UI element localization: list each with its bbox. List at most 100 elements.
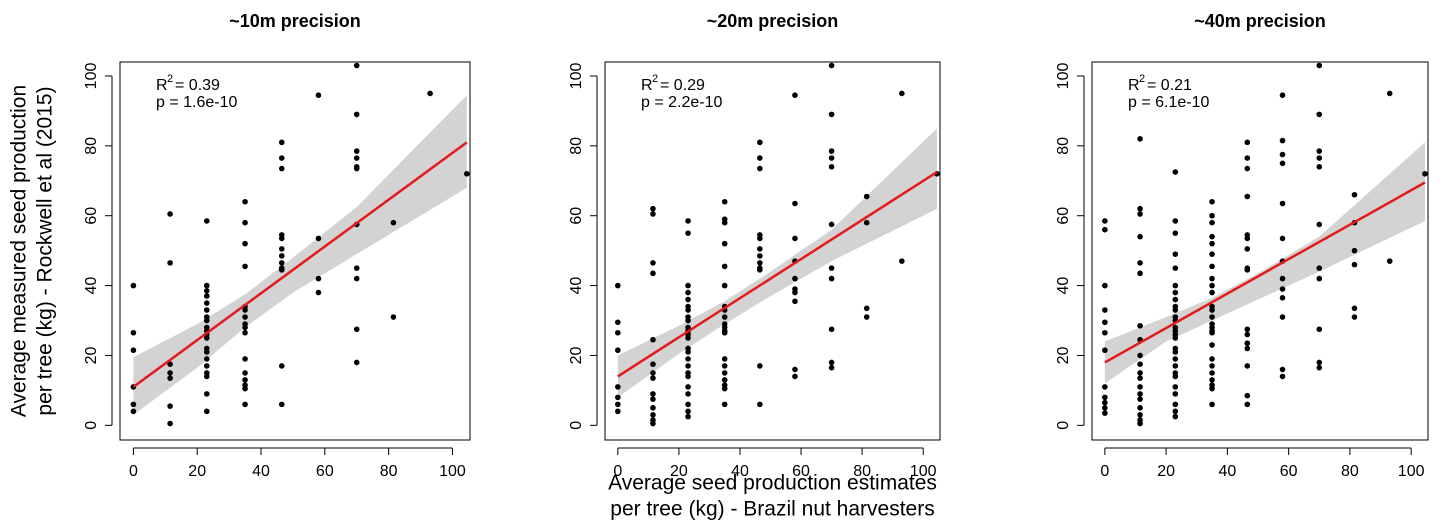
- point: [130, 408, 137, 415]
- point: [1172, 349, 1179, 355]
- p-value: p = 6.1e-10: [1128, 94, 1210, 111]
- point: [1279, 200, 1286, 207]
- point: [1209, 377, 1215, 383]
- point: [242, 219, 248, 226]
- point: [828, 164, 835, 170]
- point: [685, 282, 691, 289]
- point: [1316, 111, 1323, 118]
- point: [792, 92, 798, 98]
- plot-box: [604, 61, 941, 441]
- point: [167, 375, 173, 381]
- point: [1279, 314, 1286, 320]
- point: [203, 288, 210, 294]
- point: [1209, 363, 1215, 369]
- r2-value: = 0.29: [660, 77, 705, 94]
- y-axis-label: per tree (kg) - Rockwell et al (2015): [34, 86, 57, 415]
- point: [278, 139, 285, 146]
- point: [792, 366, 798, 373]
- point: [353, 148, 360, 154]
- panel-title: ~20m precision: [707, 11, 839, 31]
- point: [1244, 267, 1251, 273]
- point: [1316, 275, 1323, 282]
- point: [615, 408, 621, 415]
- point: [203, 307, 210, 313]
- point: [1172, 408, 1179, 415]
- x-tick-label: 100: [1398, 463, 1425, 480]
- point: [1244, 392, 1251, 399]
- point: [315, 289, 322, 296]
- y-tick-label: 80: [83, 137, 100, 155]
- point: [1137, 270, 1143, 277]
- y-tick-label: 40: [83, 277, 100, 295]
- point: [1137, 405, 1143, 411]
- point: [1137, 205, 1143, 212]
- point: [650, 260, 656, 266]
- point: [353, 359, 360, 366]
- point: [685, 296, 691, 303]
- y-axis-label: Average measured seed production: [8, 85, 31, 417]
- point: [650, 396, 656, 402]
- x-tick-label: 20: [1157, 463, 1175, 480]
- point: [1244, 246, 1251, 252]
- panel-title: ~40m precision: [1194, 11, 1326, 31]
- p-value: p = 1.6e-10: [156, 94, 238, 111]
- point: [1172, 401, 1179, 408]
- r2-exponent: 2: [652, 73, 658, 85]
- point: [167, 403, 173, 409]
- point: [828, 148, 835, 154]
- point: [650, 420, 656, 427]
- point: [1244, 139, 1251, 146]
- point: [1137, 352, 1143, 359]
- point: [353, 326, 360, 333]
- point: [650, 375, 656, 381]
- point: [1244, 363, 1251, 369]
- confidence-band: [1104, 142, 1425, 384]
- point: [757, 246, 763, 252]
- point: [828, 62, 835, 69]
- y-tick-label: 20: [83, 346, 100, 364]
- point: [899, 258, 905, 264]
- x-tick-label: 80: [853, 463, 871, 480]
- point: [1102, 384, 1108, 390]
- point: [242, 329, 248, 336]
- point: [242, 377, 248, 383]
- point: [1244, 165, 1251, 172]
- point: [685, 317, 691, 324]
- point: [1172, 289, 1179, 296]
- point: [1172, 296, 1179, 303]
- point: [828, 155, 835, 161]
- point: [315, 235, 322, 242]
- x-tick-label: 40: [1218, 463, 1236, 480]
- point: [863, 305, 870, 312]
- point: [353, 165, 360, 172]
- point: [353, 111, 360, 118]
- point: [650, 211, 656, 217]
- point: [167, 260, 173, 266]
- fit-line: [617, 170, 938, 378]
- confidence-band: [617, 128, 937, 398]
- point: [721, 356, 728, 362]
- point: [353, 62, 360, 69]
- point: [685, 391, 691, 397]
- x-tick-label: 80: [1341, 463, 1359, 480]
- point: [1102, 410, 1108, 416]
- point: [1316, 62, 1323, 69]
- point: [757, 253, 763, 259]
- point: [1172, 373, 1179, 380]
- point: [1279, 275, 1286, 282]
- point: [721, 198, 728, 205]
- x-tick-label: 0: [129, 463, 138, 480]
- point: [1172, 391, 1179, 397]
- point: [757, 235, 763, 242]
- x-tick-label: 100: [439, 463, 466, 480]
- point: [1102, 226, 1108, 233]
- point: [1172, 335, 1179, 341]
- point: [650, 412, 656, 418]
- point: [1209, 212, 1215, 219]
- point: [1137, 260, 1143, 266]
- point: [242, 314, 248, 320]
- point: [1209, 275, 1215, 282]
- point: [1209, 289, 1215, 296]
- point: [1279, 151, 1286, 158]
